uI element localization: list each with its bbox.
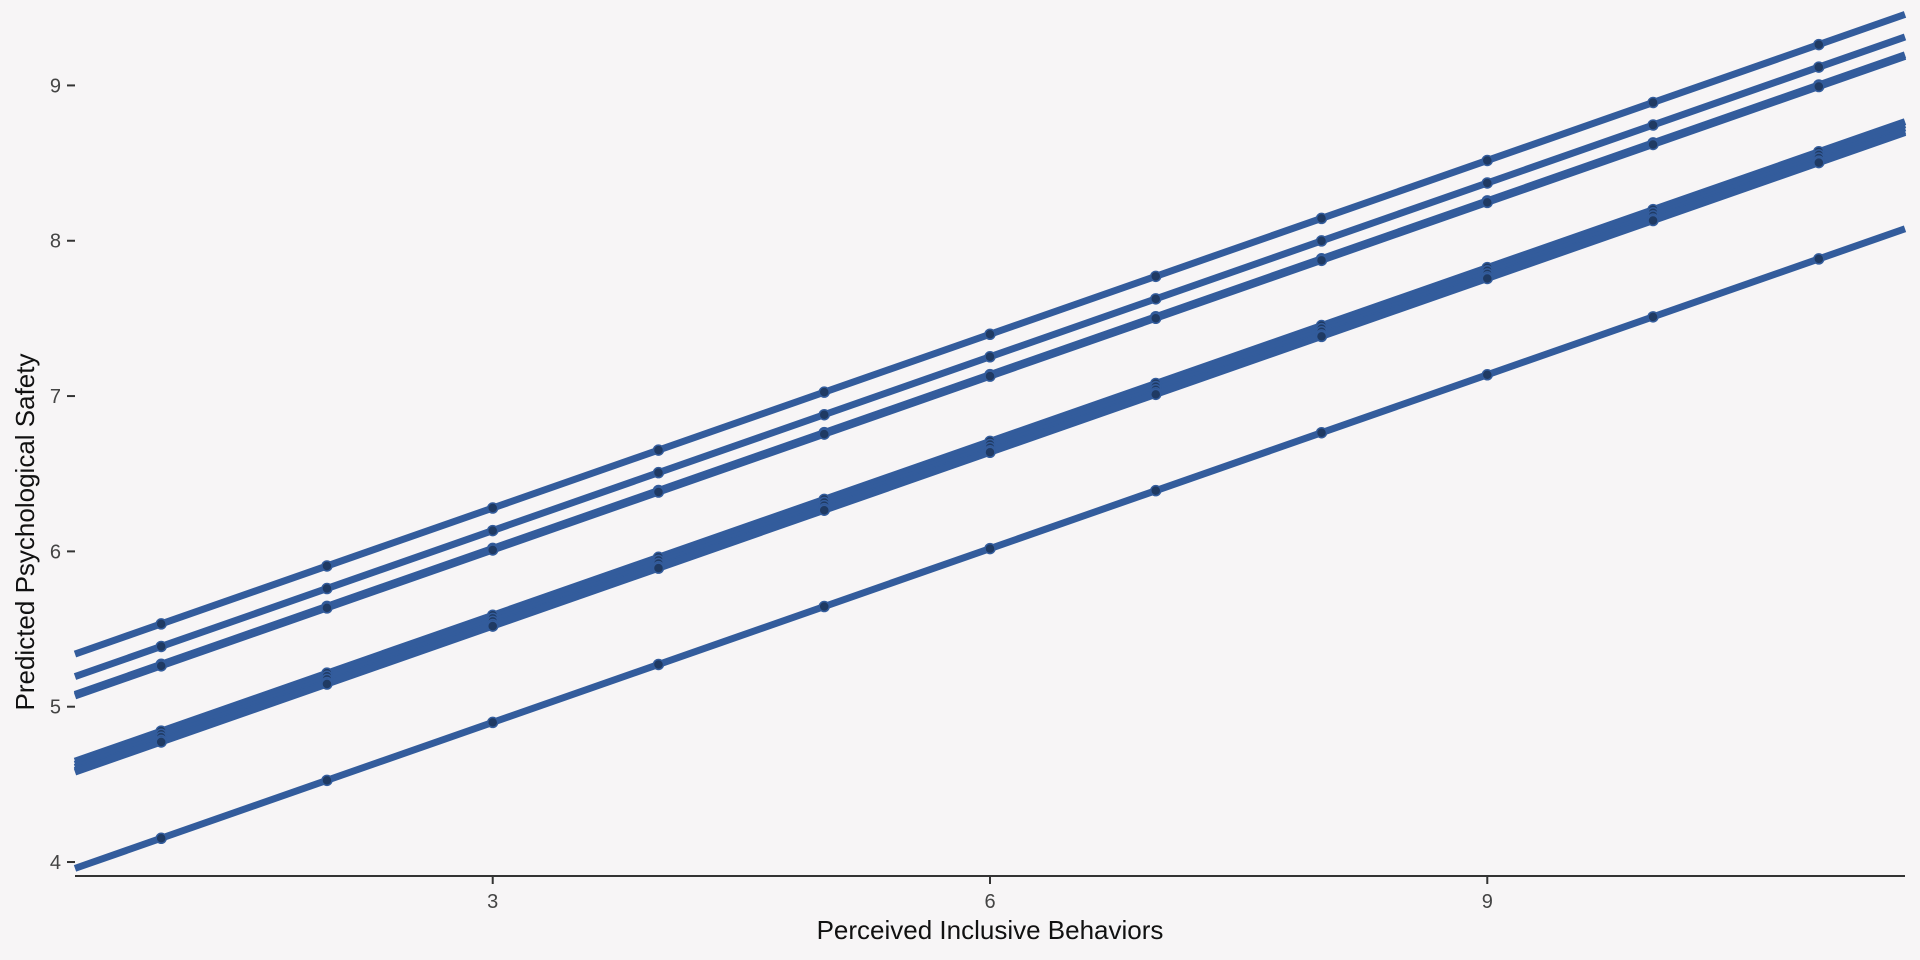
y-tick-label: 9 <box>50 75 61 97</box>
data-point-9-3 <box>486 620 499 632</box>
data-point-9-6 <box>984 446 996 459</box>
data-point-10-4 <box>652 658 665 671</box>
data-point-2-4 <box>652 466 665 479</box>
y-tick-label: 4 <box>50 852 61 874</box>
data-point-9-1 <box>155 736 167 748</box>
x-axis-title: Perceived Inclusive Behaviors <box>817 915 1164 945</box>
data-point-4-3 <box>486 544 499 556</box>
y-axis-title: Predicted Psychological Safety <box>10 354 40 711</box>
data-point-9-5 <box>818 504 830 516</box>
data-point-1-7 <box>1150 270 1162 283</box>
data-point-10-3 <box>486 716 499 729</box>
x-tick-label: 3 <box>487 891 498 913</box>
data-point-4-8 <box>1315 254 1328 267</box>
data-point-1-1 <box>155 618 167 630</box>
y-axis-ticks: 4 5 6 7 8 9 <box>50 75 75 874</box>
data-point-2-6 <box>984 351 996 363</box>
data-point-2-10 <box>1647 119 1659 131</box>
data-point-10-8 <box>1315 426 1328 439</box>
data-point-1-2 <box>321 560 333 572</box>
data-point-9-4 <box>652 562 665 574</box>
data-point-10-9 <box>1481 369 1494 381</box>
data-point-9-8 <box>1315 330 1328 343</box>
data-point-2-11 <box>1813 61 1825 73</box>
series-points <box>155 38 1825 845</box>
data-point-9-2 <box>321 678 333 690</box>
data-point-10-1 <box>155 832 167 845</box>
data-point-10-10 <box>1647 311 1659 323</box>
data-point-4-1 <box>155 660 167 672</box>
data-point-4-7 <box>1150 312 1162 324</box>
data-point-10-6 <box>984 542 996 555</box>
x-axis-ticks: 3 6 9 <box>487 876 1493 913</box>
data-point-4-5 <box>818 428 830 440</box>
data-point-9-7 <box>1150 388 1162 401</box>
data-point-1-5 <box>818 386 830 398</box>
data-point-10-11 <box>1813 253 1825 265</box>
y-tick-label: 8 <box>50 231 61 253</box>
x-tick-label: 6 <box>984 891 995 913</box>
y-tick-label: 5 <box>50 697 61 719</box>
data-point-2-2 <box>321 582 333 595</box>
data-point-4-9 <box>1481 196 1494 209</box>
data-point-2-1 <box>155 640 167 653</box>
data-point-4-11 <box>1813 80 1825 93</box>
data-point-9-10 <box>1647 214 1659 227</box>
data-point-9-9 <box>1481 272 1494 285</box>
data-point-4-4 <box>652 486 665 498</box>
data-point-10-5 <box>818 600 830 613</box>
data-point-1-3 <box>486 502 499 514</box>
data-point-4-2 <box>321 602 333 614</box>
data-point-4-6 <box>984 370 996 382</box>
data-point-10-2 <box>321 774 333 787</box>
data-point-9-11 <box>1813 156 1825 169</box>
data-point-4-10 <box>1647 138 1659 151</box>
data-point-1-11 <box>1813 38 1825 51</box>
data-point-1-6 <box>984 328 996 340</box>
data-point-2-3 <box>486 524 499 537</box>
data-point-1-4 <box>652 444 665 456</box>
data-point-1-8 <box>1315 212 1328 225</box>
data-point-10-7 <box>1150 484 1162 497</box>
data-point-2-5 <box>818 408 830 421</box>
data-point-2-9 <box>1481 177 1494 189</box>
data-point-1-10 <box>1647 96 1659 109</box>
x-tick-label: 9 <box>1482 891 1493 913</box>
y-tick-label: 7 <box>50 386 61 408</box>
data-point-1-9 <box>1481 154 1494 167</box>
data-point-2-7 <box>1150 293 1162 305</box>
data-point-2-8 <box>1315 235 1328 247</box>
y-tick-label: 6 <box>50 541 61 563</box>
